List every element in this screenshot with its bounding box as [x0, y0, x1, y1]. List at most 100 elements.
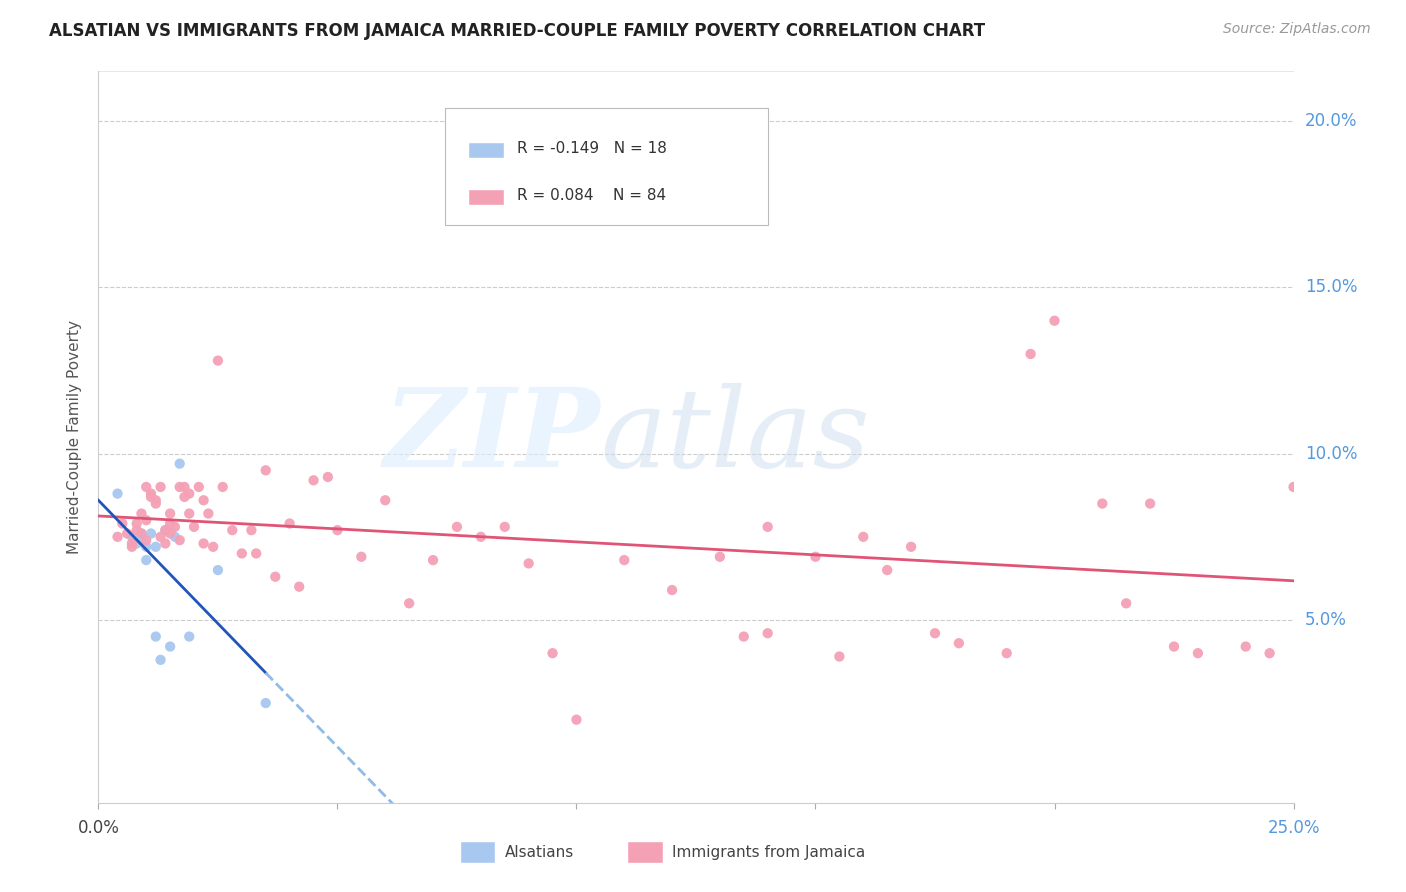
Point	[709, 211, 731, 225]
Point	[163, 530, 186, 544]
Point	[733, 630, 755, 644]
Text: ZIP: ZIP	[384, 384, 600, 491]
Point	[139, 526, 162, 541]
Point	[1019, 347, 1042, 361]
Point	[278, 516, 301, 531]
Point	[422, 553, 444, 567]
Point	[159, 640, 181, 654]
Point	[121, 530, 143, 544]
Text: Source: ZipAtlas.com: Source: ZipAtlas.com	[1223, 22, 1371, 37]
Point	[145, 630, 167, 644]
Point	[995, 646, 1018, 660]
Point	[207, 563, 229, 577]
Point	[1139, 497, 1161, 511]
Point	[517, 557, 540, 571]
Text: Alsatians: Alsatians	[505, 845, 574, 860]
Point	[494, 520, 516, 534]
Point	[121, 540, 143, 554]
Text: 5.0%: 5.0%	[1305, 611, 1347, 629]
Point	[398, 596, 420, 610]
Point	[125, 536, 148, 550]
Point	[613, 553, 636, 567]
Point	[149, 530, 172, 544]
Point	[470, 530, 492, 544]
Point	[211, 480, 233, 494]
Point	[149, 653, 172, 667]
Point	[661, 582, 683, 597]
Point	[131, 507, 153, 521]
Text: 20.0%: 20.0%	[1305, 112, 1357, 130]
Point	[115, 526, 138, 541]
Point	[231, 546, 253, 560]
Point	[302, 473, 325, 487]
Point	[924, 626, 946, 640]
Point	[131, 526, 153, 541]
Point	[1091, 497, 1114, 511]
Point	[159, 507, 181, 521]
Point	[316, 470, 339, 484]
Point	[149, 480, 172, 494]
Point	[202, 540, 225, 554]
Point	[756, 520, 779, 534]
Point	[565, 713, 588, 727]
Point	[446, 520, 468, 534]
Y-axis label: Married-Couple Family Poverty: Married-Couple Family Poverty	[67, 320, 83, 554]
Point	[288, 580, 311, 594]
Point	[948, 636, 970, 650]
Point	[254, 696, 277, 710]
Point	[163, 520, 186, 534]
Point	[1115, 596, 1137, 610]
Point	[107, 530, 129, 544]
Point	[155, 523, 177, 537]
Point	[125, 523, 148, 537]
Point	[135, 533, 157, 548]
Point	[374, 493, 396, 508]
Point	[159, 516, 181, 531]
Point	[111, 516, 134, 531]
Point	[139, 486, 162, 500]
Point	[145, 493, 167, 508]
Point	[121, 536, 143, 550]
Point	[159, 526, 181, 541]
Point	[1282, 480, 1305, 494]
Point	[326, 523, 349, 537]
FancyBboxPatch shape	[446, 108, 768, 225]
Point	[155, 523, 177, 537]
Point	[135, 480, 157, 494]
Point	[350, 549, 373, 564]
Point	[179, 486, 201, 500]
Text: 15.0%: 15.0%	[1305, 278, 1357, 296]
Point	[1043, 314, 1066, 328]
FancyBboxPatch shape	[470, 143, 503, 158]
Point	[135, 513, 157, 527]
Point	[173, 480, 195, 494]
Point	[193, 493, 215, 508]
Point	[135, 553, 157, 567]
Point	[187, 480, 209, 494]
Point	[169, 457, 191, 471]
Point	[1234, 640, 1257, 654]
FancyBboxPatch shape	[628, 841, 662, 863]
Text: R = -0.149   N = 18: R = -0.149 N = 18	[517, 141, 666, 155]
Point	[1163, 640, 1185, 654]
Text: Immigrants from Jamaica: Immigrants from Jamaica	[672, 845, 865, 860]
Point	[179, 630, 201, 644]
Text: atlas: atlas	[600, 384, 870, 491]
Point	[756, 626, 779, 640]
Point	[125, 516, 148, 531]
Text: 10.0%: 10.0%	[1305, 445, 1357, 463]
Point	[900, 540, 922, 554]
Point	[155, 536, 177, 550]
Point	[183, 520, 205, 534]
Point	[107, 486, 129, 500]
Point	[169, 533, 191, 548]
Point	[179, 507, 201, 521]
Text: ALSATIAN VS IMMIGRANTS FROM JAMAICA MARRIED-COUPLE FAMILY POVERTY CORRELATION CH: ALSATIAN VS IMMIGRANTS FROM JAMAICA MARR…	[49, 22, 986, 40]
Point	[541, 646, 564, 660]
Point	[245, 546, 267, 560]
FancyBboxPatch shape	[461, 841, 495, 863]
Point	[804, 549, 827, 564]
Point	[852, 530, 875, 544]
Point	[145, 540, 167, 554]
Point	[828, 649, 851, 664]
